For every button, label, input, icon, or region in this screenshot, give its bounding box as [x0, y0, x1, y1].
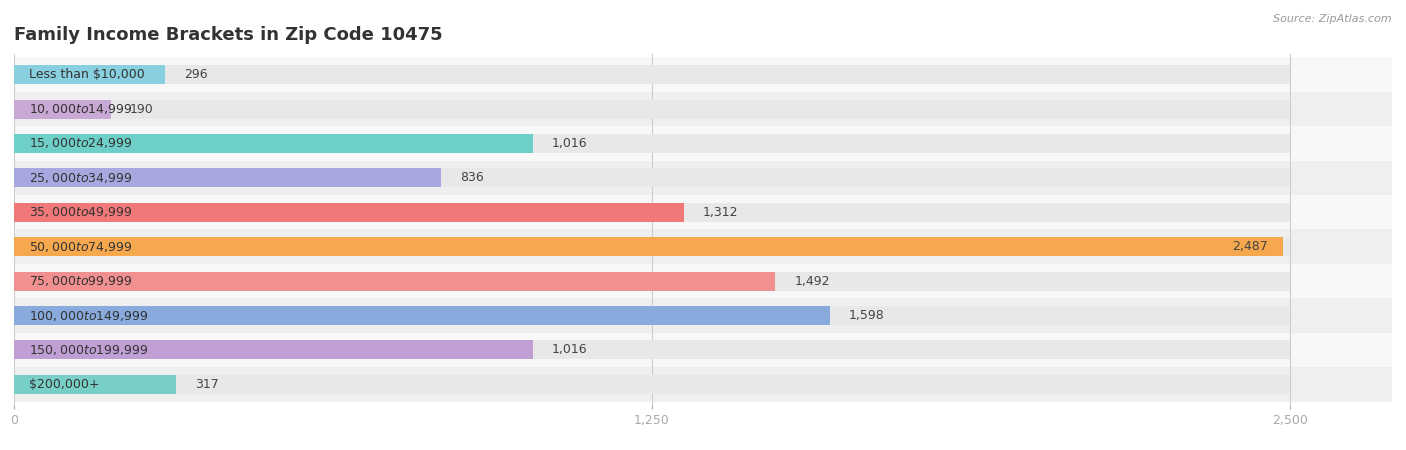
Bar: [14, 272, 776, 291]
Bar: [14, 99, 1289, 118]
Text: $75,000 to $99,999: $75,000 to $99,999: [30, 274, 134, 288]
Bar: [14, 375, 176, 394]
Bar: [14, 341, 1289, 360]
Bar: [14, 161, 1392, 195]
Bar: [14, 237, 1289, 256]
Bar: [14, 306, 830, 325]
Text: 2,487: 2,487: [1232, 240, 1268, 253]
Bar: [14, 341, 533, 360]
Text: $15,000 to $24,999: $15,000 to $24,999: [30, 136, 134, 150]
Bar: [14, 134, 533, 153]
Bar: [14, 168, 440, 187]
Bar: [14, 367, 1392, 401]
Bar: [14, 298, 1392, 333]
Text: $25,000 to $34,999: $25,000 to $34,999: [30, 171, 134, 185]
Bar: [14, 195, 1392, 230]
Bar: [14, 230, 1392, 264]
Text: $50,000 to $74,999: $50,000 to $74,999: [30, 240, 134, 254]
Text: 296: 296: [184, 68, 208, 81]
Bar: [14, 272, 1289, 291]
Text: 190: 190: [131, 103, 153, 116]
Bar: [14, 237, 1284, 256]
Text: 1,016: 1,016: [551, 137, 588, 150]
Bar: [14, 203, 683, 222]
Bar: [14, 58, 1392, 92]
Bar: [14, 92, 1392, 126]
Bar: [14, 99, 111, 118]
Bar: [14, 126, 1392, 161]
Bar: [14, 203, 1289, 222]
Text: 1,016: 1,016: [551, 343, 588, 356]
Text: $100,000 to $149,999: $100,000 to $149,999: [30, 309, 149, 323]
Text: 1,312: 1,312: [703, 206, 738, 219]
Bar: [14, 65, 1289, 84]
Bar: [14, 333, 1392, 367]
Text: $10,000 to $14,999: $10,000 to $14,999: [30, 102, 134, 116]
Bar: [14, 375, 1289, 394]
Text: $35,000 to $49,999: $35,000 to $49,999: [30, 205, 134, 219]
Bar: [14, 134, 1289, 153]
Bar: [14, 264, 1392, 298]
Text: Family Income Brackets in Zip Code 10475: Family Income Brackets in Zip Code 10475: [14, 26, 443, 44]
Bar: [14, 168, 1289, 187]
Text: $150,000 to $199,999: $150,000 to $199,999: [30, 343, 149, 357]
Text: 317: 317: [195, 378, 219, 391]
Text: $200,000+: $200,000+: [30, 378, 100, 391]
Text: 1,492: 1,492: [794, 274, 830, 288]
Bar: [14, 306, 1289, 325]
Text: Less than $10,000: Less than $10,000: [30, 68, 145, 81]
Text: Source: ZipAtlas.com: Source: ZipAtlas.com: [1274, 14, 1392, 23]
Text: 836: 836: [460, 171, 484, 184]
Text: 1,598: 1,598: [849, 309, 884, 322]
Bar: [14, 65, 165, 84]
